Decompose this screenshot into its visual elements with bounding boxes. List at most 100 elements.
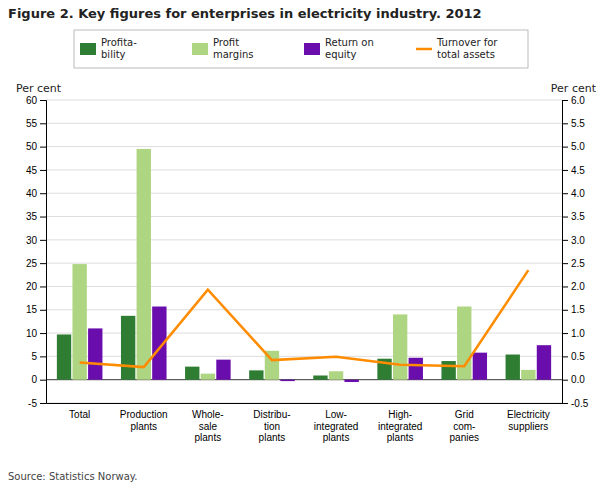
tick-label: 40 [26,188,38,199]
bar [329,371,343,379]
tick: 4.0 [562,188,585,199]
grid-line [46,263,562,264]
legend: Profita-bility Profitmargins Return onequi… [74,30,528,68]
tick-label: Gridcom-panies [450,409,479,443]
grid-line [46,193,562,194]
tick-mark [40,380,46,381]
bar [473,353,487,380]
tick-label: -5 [28,398,37,409]
bar-series [88,307,551,383]
tick-label: 5 [31,351,37,362]
axis-line [563,101,569,404]
bar [185,367,199,380]
tick-label: 3.0 [571,235,585,246]
tick-label: 3.5 [571,211,585,222]
tick-mark [40,193,46,194]
tick-label: 45 [26,165,38,176]
tick-label: High-integratedplants [378,409,422,443]
bar [121,316,135,380]
tick-mark [40,217,46,218]
grid-line [46,286,562,287]
tick-label: -0.5 [571,398,589,409]
tick-label: Electricitysuppliers [507,409,550,432]
bar [280,380,294,381]
tick-mark [562,380,568,381]
grid-line [46,216,562,217]
grid-line [46,403,562,404]
bar [137,149,151,380]
tick: 1.5 [562,304,585,315]
bar [457,307,471,380]
tick: 6.0 [562,95,585,106]
legend-swatch [192,43,208,55]
bar [57,334,71,379]
tick-mark [40,356,46,357]
tick: 40 [26,188,46,199]
tick-label: Whole-saleplants [192,409,224,443]
tick: Low-integratedplants [314,403,358,443]
legend-swatch [416,48,432,51]
legend-entry: Return onequity [304,37,374,60]
x-axis: TotalProductionplantsWhole-saleplantsDis… [47,403,563,443]
grid [46,100,562,403]
legend-label: Profitmargins [213,37,253,60]
bar-series [57,316,520,380]
y2-axis-label: Per cent [551,82,597,95]
tick-mark [562,240,568,241]
bar [344,380,358,382]
tick: 30 [26,235,46,246]
tick-label: 30 [26,235,38,246]
tick-mark [40,403,46,404]
tick: 2.0 [562,281,585,292]
tick-label: 35 [26,211,38,222]
chart: Figure 2. Key figures for enterprises in… [0,0,610,488]
tick-mark [562,100,568,101]
tick: -5 [28,398,46,409]
tick-mark [40,147,46,148]
tick-label: 60 [26,95,38,106]
grid-line [46,123,562,124]
axis-line [40,101,47,404]
tick: 3.0 [562,235,585,246]
tick: 1.0 [562,328,585,339]
legend-label: Profita-bility [101,37,137,60]
grid-line [46,169,562,170]
y-axis: -5051015202530354045505560 [26,95,47,409]
tick-mark [562,310,568,311]
tick-label: 1.5 [571,304,585,315]
tick-label: 6.0 [571,95,585,106]
grid-line [46,146,562,147]
tick-label: 2.0 [571,281,585,292]
legend-swatch [80,43,96,55]
tick-label: 10 [26,328,38,339]
bar [393,314,407,379]
tick-mark [562,147,568,148]
tick: 60 [26,95,46,106]
tick: 25 [26,258,46,269]
bar [537,345,551,379]
tick-label: 20 [26,281,38,292]
tick-label: 5.0 [571,141,585,152]
tick-mark [562,263,568,264]
tick-label: 2.5 [571,258,585,269]
tick-label: Low-integratedplants [314,409,358,443]
tick-label: 55 [26,118,38,129]
tick-label: 0 [31,374,37,385]
tick: Total [69,403,90,420]
line [80,270,529,367]
tick-label: 0.0 [571,374,585,385]
tick: 0.0 [562,374,585,385]
tick-mark [40,333,46,334]
tick-mark [562,193,568,194]
tick: 5.0 [562,141,585,152]
tick: 0.5 [562,351,585,362]
tick: 2.5 [562,258,585,269]
tick-label: Productionplants [120,409,168,432]
annotation: Source: Statistics Norway. [8,471,137,482]
tick-label: 5.5 [571,118,585,129]
tick: 50 [26,141,46,152]
tick-label: 50 [26,141,38,152]
tick-mark [40,170,46,171]
tick-mark [40,100,46,101]
tick: 35 [26,211,46,222]
